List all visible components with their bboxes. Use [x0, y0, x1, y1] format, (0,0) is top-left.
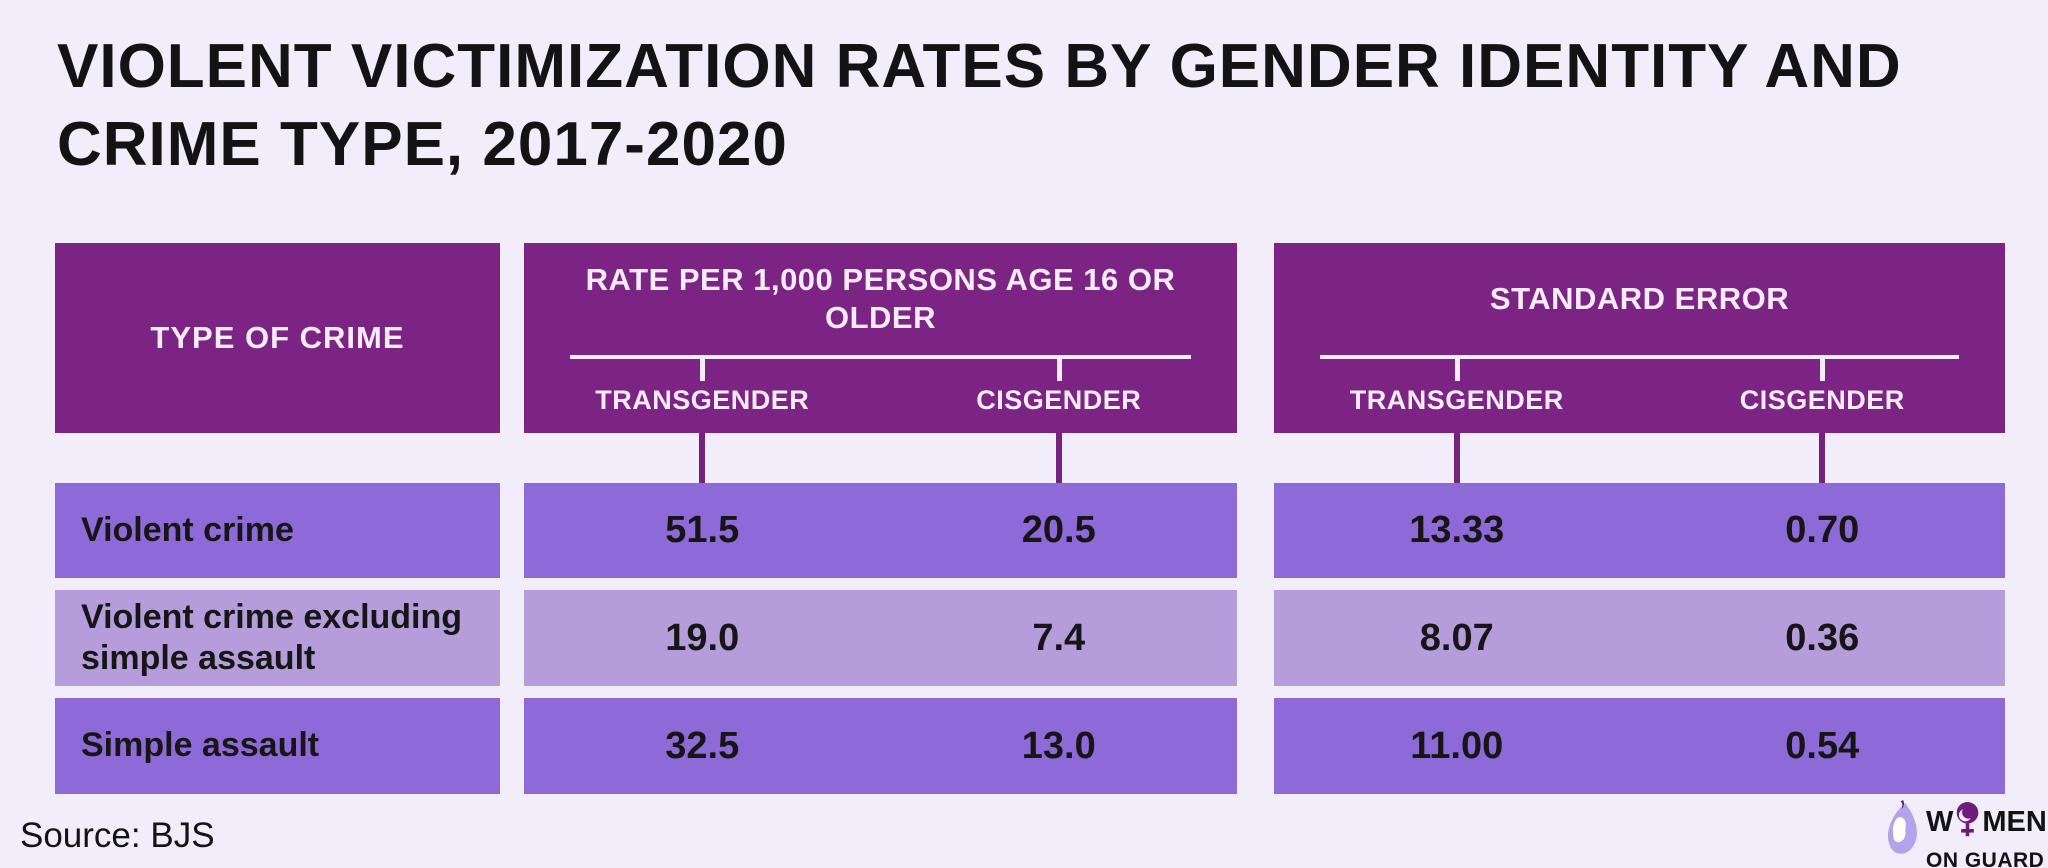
logo-letter-w: W	[1926, 805, 1954, 838]
page-title: VIOLENT VICTIMIZATION RATES BY GENDER ID…	[57, 28, 1902, 184]
crime-type-cell: Violent crime	[81, 510, 294, 549]
rate-transgender-cell: 19.0	[665, 616, 740, 659]
table-row-rates: 19.0 7.4	[524, 590, 1237, 686]
page-title-line1: VIOLENT VICTIMIZATION RATES BY GENDER ID…	[57, 32, 1902, 101]
standard-error-group-title: STANDARD ERROR	[1489, 281, 1790, 317]
table-row-rates: 32.5 13.0	[524, 698, 1237, 794]
se-cisgender-cell: 0.70	[1785, 509, 1860, 551]
logo-letters-men: MEN	[1982, 805, 2047, 838]
se-transgender-cell: 13.33	[1409, 509, 1505, 551]
table-row-errors: 8.07 0.36	[1274, 590, 2005, 686]
se-transgender-label: TRANSGENDER	[1349, 385, 1564, 415]
rate-cisgender-cell: 20.5	[1021, 509, 1096, 551]
rate-bracket-tick-transgender	[700, 357, 706, 381]
woman-profile-droplet-icon	[1884, 798, 1922, 865]
rate-cisgender-cell: 7.4	[1032, 616, 1086, 659]
connector-line	[1056, 433, 1062, 483]
standard-error-group-header: STANDARD ERROR TRANSGENDER CISGENDER	[1274, 243, 2005, 433]
table-row-label: Violent crime	[55, 483, 500, 578]
se-bracket-tick-transgender	[1454, 357, 1460, 381]
rate-transgender-label: TRANSGENDER	[595, 385, 810, 415]
se-cisgender-label: CISGENDER	[1739, 385, 1905, 415]
se-cisgender-cell: 0.36	[1785, 616, 1860, 659]
rate-subcolumn-labels: TRANSGENDER CISGENDER	[524, 385, 1237, 416]
type-of-crime-header: TYPE OF CRIME	[55, 243, 500, 433]
connector-line	[1454, 433, 1460, 483]
table-row-label: Violent crime excluding simple assault	[55, 590, 500, 686]
logo-word-on-guard: ON GUARD	[1926, 849, 2045, 868]
rate-transgender-cell: 32.5	[665, 724, 740, 767]
women-on-guard-logo: W MEN ON GUARD	[1884, 798, 2047, 868]
se-bracket-tick-cisgender	[1820, 357, 1826, 381]
table-row-rates: 51.5 20.5	[524, 483, 1237, 578]
rate-group-title: RATE PER 1,000 PERSONS AGE 16 OR OLDER	[585, 262, 1176, 335]
se-transgender-cell: 11.00	[1410, 724, 1504, 767]
se-subcolumn-labels: TRANSGENDER CISGENDER	[1274, 385, 2005, 416]
page-title-line2: CRIME TYPE, 2017-2020	[57, 110, 788, 180]
rate-cisgender-cell: 13.0	[1021, 724, 1096, 767]
venus-symbol-icon	[1953, 798, 1982, 846]
se-bracket-line	[1320, 355, 1959, 359]
rate-bracket-line	[570, 355, 1191, 359]
rate-bracket-tick-cisgender	[1056, 357, 1062, 381]
connector-line	[699, 433, 705, 483]
logo-word-women: W MEN	[1926, 798, 2047, 846]
se-cisgender-cell: 0.54	[1785, 724, 1860, 767]
table-row-errors: 13.33 0.70	[1274, 483, 2005, 578]
rate-group-header: RATE PER 1,000 PERSONS AGE 16 OR OLDER T…	[524, 243, 1237, 433]
logo-text: W MEN ON GUARD	[1926, 798, 2047, 868]
rate-cisgender-label: CISGENDER	[976, 385, 1142, 415]
se-transgender-cell: 8.07	[1419, 616, 1494, 659]
source-note: Source: BJS	[20, 816, 215, 855]
type-of-crime-label: TYPE OF CRIME	[150, 320, 405, 355]
crime-type-cell: Violent crime excluding simple assault	[81, 597, 463, 677]
connector-line	[1819, 433, 1825, 483]
table-row-label: Simple assault	[55, 698, 500, 794]
rate-transgender-cell: 51.5	[665, 509, 740, 551]
crime-type-cell: Simple assault	[81, 726, 320, 765]
table-row-errors: 11.00 0.54	[1274, 698, 2005, 794]
